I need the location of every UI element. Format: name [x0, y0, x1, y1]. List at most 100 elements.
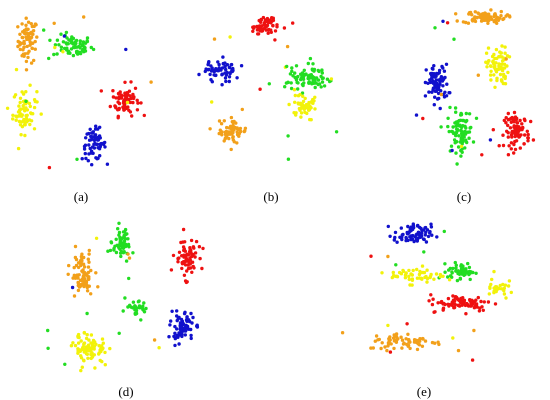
scatter-point-green: [81, 47, 85, 52]
scatter-point-red: [273, 38, 277, 42]
scatter-point-orange: [383, 345, 387, 349]
scatter-point-red: [185, 252, 189, 256]
scatter-point-blue: [442, 69, 447, 73]
scatter-point-red: [470, 358, 475, 362]
scatter-point-red: [515, 121, 519, 125]
scatter-point-yellow: [85, 333, 89, 337]
scatter-point-orange: [24, 68, 29, 72]
scatter-point-red: [474, 302, 479, 306]
scatter-point-green: [307, 76, 311, 81]
scatter-point-yellow: [14, 114, 18, 118]
scatter-point-red: [116, 116, 120, 120]
scatter-point-orange: [499, 14, 503, 18]
scatter-point-yellow: [90, 343, 95, 347]
scatter-point-orange: [24, 16, 28, 20]
scatter-point-yellow: [492, 286, 496, 290]
scatter-point-yellow: [82, 359, 86, 363]
scatter-point-orange: [72, 265, 76, 270]
scatter-point-blue: [217, 62, 221, 67]
scatter-point-orange: [418, 337, 422, 341]
scatter-point-red: [184, 256, 189, 261]
scatter-point-orange: [229, 115, 234, 120]
panel-a-label: (a): [74, 189, 88, 204]
scatter-point-orange: [83, 272, 88, 276]
scatter-point-blue: [176, 317, 180, 321]
scatter-point-yellow: [492, 73, 496, 77]
scatter-point-green: [316, 68, 320, 73]
scatter-point-yellow: [296, 102, 301, 106]
scatter-point-green: [474, 271, 478, 275]
panel-e: (e): [340, 222, 513, 399]
scatter-point-yellow: [497, 66, 502, 70]
scatter-point-green: [459, 137, 463, 142]
scatter-point-orange: [82, 275, 86, 280]
scatter-point-red: [518, 118, 522, 123]
scatter-point-green: [55, 52, 59, 56]
scatter-point-red: [513, 131, 517, 136]
scatter-point-orange: [492, 14, 496, 19]
scatter-point-blue: [447, 91, 451, 95]
scatter-point-blue: [420, 231, 424, 235]
scatter-point-yellow: [5, 106, 10, 111]
scatter-point-red: [525, 129, 529, 133]
scatter-point-blue: [183, 329, 188, 333]
scatter-point-red: [427, 299, 431, 303]
scatter-point-red: [450, 301, 454, 305]
scatter-point-orange: [408, 340, 412, 344]
scatter-point-red: [123, 91, 127, 95]
scatter-point-orange: [25, 44, 29, 49]
scatter-point-red: [186, 266, 191, 271]
scatter-point-blue: [423, 225, 428, 230]
scatter-point-red: [388, 350, 393, 354]
scatter-point-blue: [90, 131, 94, 135]
scatter-point-yellow: [310, 101, 315, 105]
scatter-point-green: [65, 42, 69, 46]
scatter-point-red: [531, 138, 536, 142]
scatter-point-green: [289, 81, 293, 85]
scatter-point-blue: [404, 235, 408, 240]
scatter-point-blue: [89, 151, 94, 155]
scatter-point-green: [294, 64, 299, 68]
scatter-point-green: [308, 56, 313, 61]
scatter-point-yellow: [293, 100, 297, 105]
scatter-point-red: [506, 153, 511, 157]
scatter-point-blue: [85, 132, 89, 136]
scatter-point-orange: [395, 336, 399, 340]
scatter-point-blue: [434, 82, 438, 86]
scatter-point-green: [460, 130, 465, 134]
scatter-point-yellow: [425, 280, 429, 284]
scatter-point-red: [130, 114, 134, 118]
scatter-point-red: [264, 19, 268, 24]
scatter-point-green: [299, 72, 303, 76]
scatter-point-blue: [90, 137, 94, 141]
scatter-point-yellow: [100, 337, 105, 341]
scatter-point-orange: [127, 256, 132, 260]
scatter-point-red: [512, 110, 517, 115]
scatter-point-orange: [232, 119, 236, 124]
scatter-point-red: [190, 270, 194, 274]
scatter-point-orange: [67, 263, 71, 268]
scatter-point-blue: [439, 77, 443, 81]
scatter-point-blue: [170, 309, 174, 313]
scatter-point-blue: [228, 71, 232, 75]
scatter-point-orange: [20, 35, 24, 40]
scatter-point-blue: [93, 134, 97, 138]
scatter-point-red: [273, 29, 278, 33]
scatter-point-green: [443, 262, 447, 266]
scatter-point-orange: [473, 15, 477, 19]
scatter-point-green: [394, 263, 398, 267]
scatter-point-yellow: [76, 341, 81, 345]
scatter-point-red: [201, 246, 205, 251]
scatter-point-blue: [417, 232, 421, 237]
scatter-point-blue: [400, 233, 404, 237]
scatter-point-orange: [24, 23, 28, 27]
scatter-point-green: [85, 311, 89, 316]
scatter-point-yellow: [297, 106, 302, 111]
scatter-point-blue: [231, 68, 235, 73]
scatter-point-orange: [473, 10, 477, 14]
scatter-point-red: [457, 303, 461, 307]
scatter-point-blue: [99, 141, 104, 146]
scatter-point-blue: [185, 315, 189, 320]
panel-b-label: (b): [263, 189, 278, 204]
scatter-point-green: [456, 119, 461, 124]
